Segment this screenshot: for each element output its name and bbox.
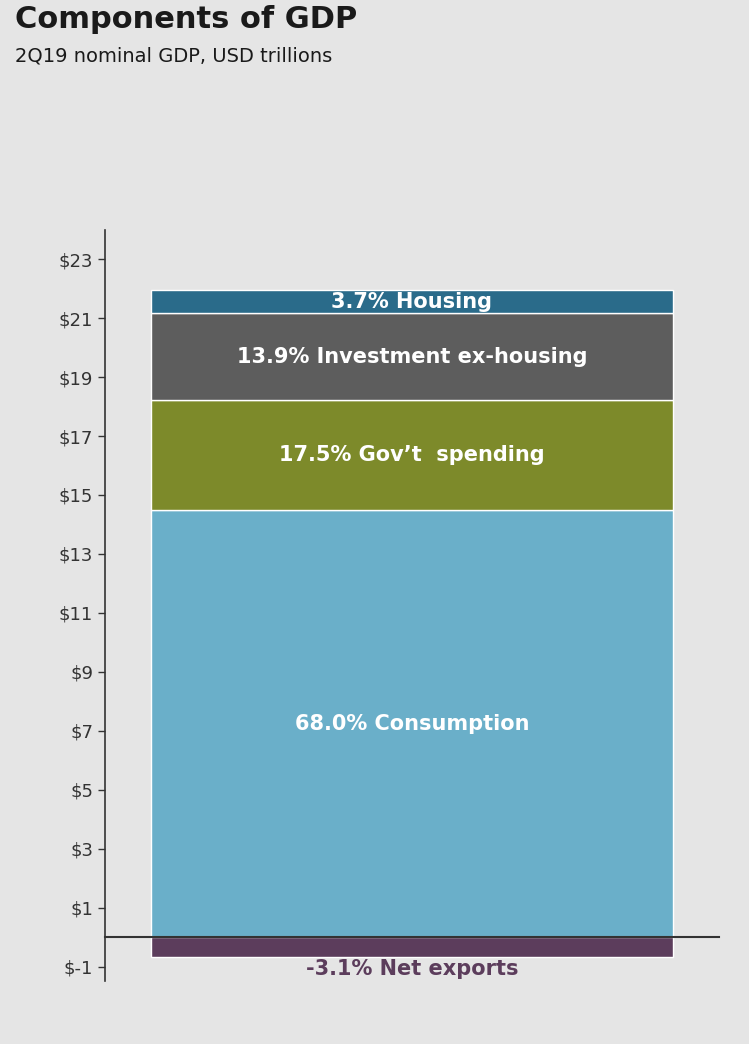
Text: 17.5% Gov’t  spending: 17.5% Gov’t spending — [279, 446, 545, 466]
Bar — [151, 511, 673, 938]
Text: Components of GDP: Components of GDP — [15, 5, 357, 34]
Text: 2Q19 nominal GDP, USD trillions: 2Q19 nominal GDP, USD trillions — [15, 47, 333, 66]
Bar — [151, 938, 673, 956]
Text: 68.0% Consumption: 68.0% Consumption — [294, 714, 530, 734]
Bar — [151, 400, 673, 511]
Text: 13.9% Investment ex-housing: 13.9% Investment ex-housing — [237, 347, 587, 366]
Bar — [151, 290, 673, 313]
Text: -3.1% Net exports: -3.1% Net exports — [306, 959, 518, 979]
Text: 3.7% Housing: 3.7% Housing — [332, 291, 492, 311]
Bar — [151, 313, 673, 400]
